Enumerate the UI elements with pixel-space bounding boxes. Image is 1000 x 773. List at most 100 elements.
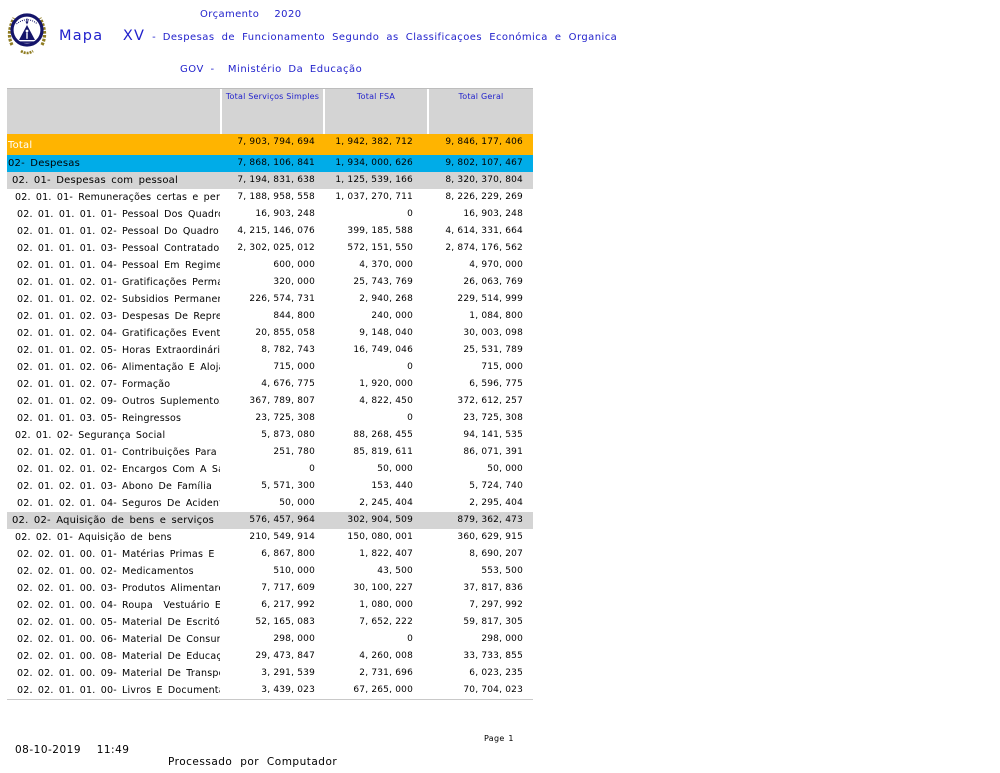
cell-total-geral: 86, 071, 391 — [463, 447, 523, 457]
cell-total-fsa: 4, 822, 450 — [359, 396, 413, 406]
cell-total-fsa: 1, 942, 382, 712 — [335, 137, 413, 147]
cell-total-geral: 6, 596, 775 — [469, 379, 523, 389]
cell-total-servicos-simples: 50, 000 — [279, 498, 315, 508]
cell-total-geral: 1, 084, 800 — [469, 311, 523, 321]
table-row: 02. 02. 01. 00. 03- Produtos Alimentare … — [7, 580, 533, 597]
cell-total-fsa: 2, 731, 696 — [359, 668, 413, 678]
cell-total-fsa: 4, 260, 008 — [359, 651, 413, 661]
table-row: 02. 01. 01. 02. 07- Formação 4, 676, 775… — [7, 376, 533, 393]
cell-total-geral: 33, 733, 855 — [463, 651, 523, 661]
cell-total-geral: 94, 141, 535 — [463, 430, 523, 440]
cell-total-geral: 360, 629, 915 — [457, 532, 523, 542]
row-label: 02. 01. 01. 02. 02- Subsidios Permanent — [17, 294, 220, 305]
table-row: 02. 01. 01. 02. 01- Gratificações Perma … — [7, 274, 533, 291]
table-row: 02. 01. 01. 01. 01- Pessoal Dos Quadros … — [7, 206, 533, 223]
cell-total-geral: 8, 226, 229, 269 — [445, 192, 523, 202]
cell-total-servicos-simples: 2, 302, 025, 012 — [237, 243, 315, 253]
cell-total-fsa: 67, 265, 000 — [353, 685, 413, 695]
table-row: 02. 02. 01. 00. 05- Material De Escritó … — [7, 614, 533, 631]
table-row: 02. 01. 01. 02. 09- Outros Suplementos 3… — [7, 393, 533, 410]
table-row: 02. 01. 01. 03. 05- Reingressos 23, 725,… — [7, 410, 533, 427]
row-label: 02- Despesas — [8, 158, 81, 169]
cell-total-fsa: 7, 652, 222 — [359, 617, 413, 627]
cell-total-servicos-simples: 29, 473, 847 — [255, 651, 315, 661]
cell-total-fsa: 1, 822, 407 — [359, 549, 413, 559]
cell-total-geral: 553, 500 — [481, 566, 523, 576]
table-row: 02. 02- Aquisição de bens e serviços 576… — [7, 512, 533, 529]
row-label: 02. 02. 01. 00. 09- Material De Transpo — [17, 668, 220, 679]
cell-total-fsa: 16, 749, 046 — [353, 345, 413, 355]
cell-total-fsa: 1, 080, 000 — [359, 600, 413, 610]
table-row: Total 7, 903, 794, 694 1, 942, 382, 712 … — [7, 134, 533, 155]
row-label: 02. 01. 02. 01. 02- Encargos Com A Saúd — [17, 464, 220, 475]
cell-total-servicos-simples: 210, 549, 914 — [249, 532, 315, 542]
cell-total-servicos-simples: 4, 676, 775 — [261, 379, 315, 389]
report-map-title-line: Mapa XV - Despesas de Funcionamento Segu… — [59, 28, 617, 44]
header-cell-total-fsa: Total FSA — [323, 89, 427, 134]
cell-total-servicos-simples: 0 — [309, 464, 315, 474]
row-label: 02. 01. 01. 01. 01- Pessoal Dos Quadros — [17, 209, 220, 220]
cell-total-fsa: 30, 100, 227 — [353, 583, 413, 593]
row-label: 02. 01. 01. 01. 03- Pessoal Contratado — [17, 243, 220, 254]
table-row: 02. 01. 02. 01. 02- Encargos Com A Saúd … — [7, 461, 533, 478]
cell-total-servicos-simples: 5, 873, 080 — [261, 430, 315, 440]
cell-total-servicos-simples: 600, 000 — [273, 260, 315, 270]
row-label: 02. 02- Aquisição de bens e serviços — [12, 515, 215, 526]
cell-total-servicos-simples: 576, 457, 964 — [249, 515, 315, 525]
budget-table: Total Serviços Simples Total FSA Total G… — [7, 88, 533, 700]
cell-total-servicos-simples: 7, 903, 794, 694 — [237, 137, 315, 147]
table-row: 02. 01. 01. 01. 03- Pessoal Contratado 2… — [7, 240, 533, 257]
table-header-row: Total Serviços Simples Total FSA Total G… — [7, 88, 533, 134]
cell-total-fsa: 0 — [407, 634, 413, 644]
report-year-title: Orçamento 2020 — [200, 9, 302, 20]
row-label: 02. 02. 01. 00. 02- Medicamentos — [17, 566, 194, 577]
row-label: 02. 01. 01- Remunerações certas e per — [15, 192, 220, 203]
cell-total-geral: 229, 514, 999 — [457, 294, 523, 304]
map-title: Mapa XV — [59, 28, 146, 44]
table-row: 02. 02. 01. 00. 08- Material De Educaçã … — [7, 648, 533, 665]
cell-total-fsa: 2, 245, 404 — [359, 498, 413, 508]
row-label: 02. 02. 01. 01. 00- Livros E Documentaç — [17, 685, 220, 696]
cell-total-fsa: 150, 080, 001 — [347, 532, 413, 542]
table-row: 02. 01. 02. 01. 03- Abono De Família 5, … — [7, 478, 533, 495]
cell-total-fsa: 50, 000 — [377, 464, 413, 474]
row-label: 02. 01. 01. 01. 04- Pessoal Em Regime D — [17, 260, 220, 271]
table-row: 02. 01. 01. 02. 04- Gratificações Event … — [7, 325, 533, 342]
table-row: 02. 02. 01- Aquisição de bens 210, 549, … — [7, 529, 533, 546]
table-row: 02. 01. 01. 02. 05- Horas Extraordinári … — [7, 342, 533, 359]
organization-title: GOV - Ministério Da Educação — [180, 64, 363, 75]
cell-total-geral: 4, 970, 000 — [469, 260, 523, 270]
table-row: 02. 02. 01. 01. 00- Livros E Documentaç … — [7, 682, 533, 699]
cell-total-fsa: 9, 148, 040 — [359, 328, 413, 338]
cell-total-geral: 23, 725, 308 — [463, 413, 523, 423]
header-cell-classification — [7, 89, 220, 134]
table-row: 02. 01. 02- Segurança Social 5, 873, 080… — [7, 427, 533, 444]
cell-total-fsa: 0 — [407, 413, 413, 423]
cell-total-fsa: 572, 151, 550 — [347, 243, 413, 253]
cell-total-servicos-simples: 52, 165, 083 — [255, 617, 315, 627]
table-row: 02. 01. 01- Remunerações certas e per 7,… — [7, 189, 533, 206]
cell-total-geral: 4, 614, 331, 664 — [445, 226, 523, 236]
table-row: 02. 01. 01. 02. 06- Alimentação E Aloja … — [7, 359, 533, 376]
table-row: 02. 02. 01. 00. 01- Matérias Primas E S … — [7, 546, 533, 563]
cell-total-servicos-simples: 7, 868, 106, 841 — [237, 158, 315, 168]
cell-total-geral: 6, 023, 235 — [469, 668, 523, 678]
cell-total-fsa: 2, 940, 268 — [359, 294, 413, 304]
cell-total-geral: 7, 297, 992 — [469, 600, 523, 610]
cell-total-servicos-simples: 6, 217, 992 — [261, 600, 315, 610]
cell-total-geral: 26, 063, 769 — [463, 277, 523, 287]
cell-total-servicos-simples: 226, 574, 731 — [249, 294, 315, 304]
cell-total-fsa: 88, 268, 455 — [353, 430, 413, 440]
row-label: 02. 02. 01. 00. 06- Material De Consumo — [17, 634, 220, 645]
cell-total-servicos-simples: 23, 725, 308 — [255, 413, 315, 423]
row-label: 02. 01. 01. 02. 01- Gratificações Perma — [17, 277, 220, 288]
row-label: 02. 01. 01. 02. 03- Despesas De Represe — [17, 311, 220, 322]
row-label: 02. 01. 01. 02. 09- Outros Suplementos — [17, 396, 220, 407]
cell-total-servicos-simples: 715, 000 — [273, 362, 315, 372]
cell-total-servicos-simples: 3, 291, 539 — [261, 668, 315, 678]
row-label: 02. 01- Despesas com pessoal — [12, 175, 178, 186]
cell-total-servicos-simples: 251, 780 — [273, 447, 315, 457]
row-label: 02. 02. 01. 00. 03- Produtos Alimentare — [17, 583, 220, 594]
table-row: 02. 02. 01. 00. 04- Roupa Vestuário E 6,… — [7, 597, 533, 614]
table-body: Total 7, 903, 794, 694 1, 942, 382, 712 … — [7, 134, 533, 699]
